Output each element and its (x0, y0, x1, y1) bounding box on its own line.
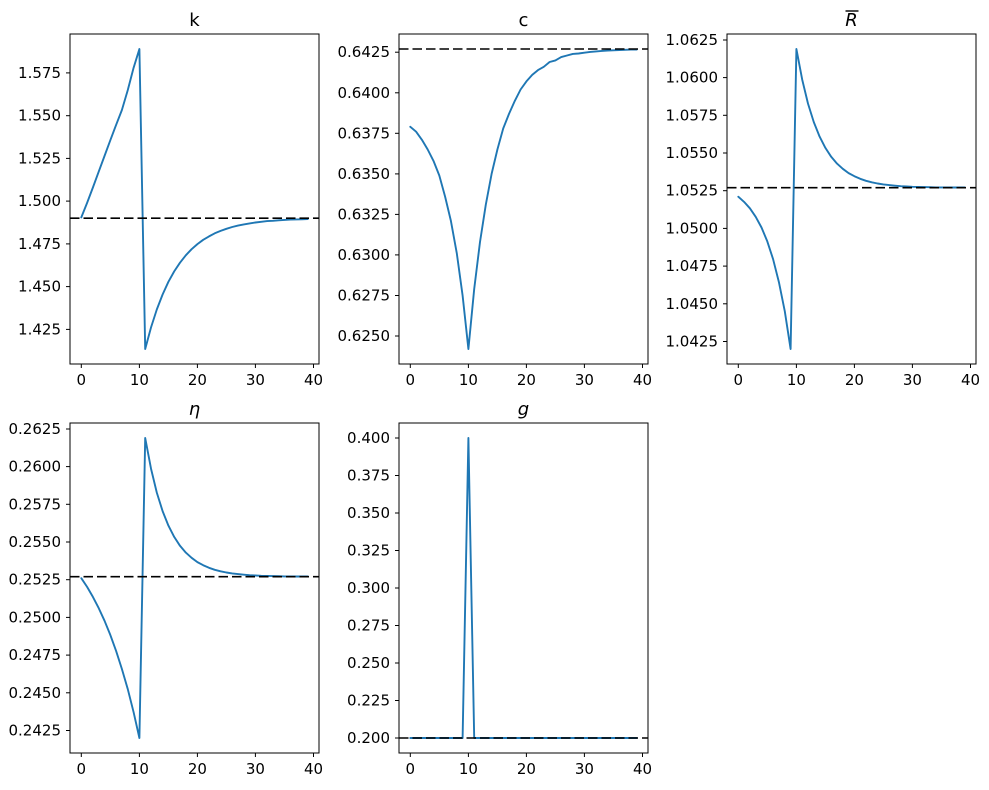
x-tick-label: 10 (459, 760, 478, 778)
x-tick-label: 40 (633, 760, 652, 778)
y-tick-label: 0.2425 (9, 722, 62, 740)
x-tick-label: 20 (188, 760, 207, 778)
x-tick-label: 0 (406, 760, 416, 778)
y-tick-label: 0.200 (347, 729, 390, 747)
y-tick-label: 0.2600 (9, 458, 62, 476)
y-tick-label: 1.0425 (666, 333, 719, 351)
y-tick-label: 1.0625 (666, 31, 719, 49)
y-tick-label: 0.250 (347, 654, 390, 672)
axes-spines (398, 33, 649, 365)
subplot-η: 0.2425 0.2450 0.2475 0.2500 0.2525 0.2550 0.25… (9, 399, 324, 778)
y-tick-label: 0.2450 (9, 684, 62, 702)
axes-spines (398, 422, 649, 754)
subplot-title: k (189, 10, 200, 31)
x-tick-label: 20 (188, 371, 207, 389)
series-line (409, 48, 638, 350)
y-tick-label: 1.0600 (666, 69, 719, 87)
y-tick-label: 0.325 (347, 542, 390, 560)
y-tick-label: 0.300 (347, 579, 390, 597)
subplot-k: 1.425 1.450 1.475 1.500 1.525 1.550 1.575 0 10 20… (18, 10, 323, 389)
axes-spines (726, 33, 977, 365)
x-tick-label: 20 (517, 760, 536, 778)
series-line (80, 48, 309, 350)
y-tick-label: 0.225 (347, 692, 390, 710)
y-tick-label: 1.425 (18, 320, 61, 338)
series-line (80, 437, 309, 739)
y-tick-label: 0.275 (347, 617, 390, 635)
x-tick-label: 30 (575, 371, 594, 389)
y-tick-label: 0.6350 (338, 165, 391, 183)
x-tick-label: 20 (517, 371, 536, 389)
y-tick-label: 0.2500 (9, 608, 62, 626)
x-tick-label: 20 (845, 371, 864, 389)
y-tick-label: 1.575 (18, 64, 61, 82)
y-tick-label: 0.400 (347, 429, 390, 447)
y-tick-label: 0.6325 (338, 205, 391, 223)
subplot-title: η (189, 399, 200, 420)
y-tick-label: 1.0500 (666, 219, 719, 237)
series-line (409, 437, 638, 739)
x-tick-label: 0 (734, 371, 744, 389)
y-tick-label: 0.6300 (338, 246, 391, 264)
y-tick-label: 0.375 (347, 467, 390, 485)
y-tick-label: 1.550 (18, 107, 61, 125)
y-tick-label: 1.0575 (666, 106, 719, 124)
axes-spines (69, 33, 320, 365)
y-tick-label: 0.6275 (338, 287, 391, 305)
y-tick-label: 1.500 (18, 192, 61, 210)
y-tick-label: 1.525 (18, 149, 61, 167)
x-tick-label: 40 (304, 760, 323, 778)
y-tick-label: 1.450 (18, 278, 61, 296)
x-tick-label: 10 (130, 760, 149, 778)
subplot-g: 0.200 0.225 0.250 0.275 0.300 0.325 0.350 0.375… (347, 399, 652, 778)
x-tick-label: 10 (787, 371, 806, 389)
x-tick-label: 0 (406, 371, 416, 389)
x-tick-label: 10 (130, 371, 149, 389)
subplot-title: g (518, 399, 529, 420)
y-tick-label: 1.475 (18, 235, 61, 253)
y-tick-label: 0.2525 (9, 571, 62, 589)
y-tick-label: 0.6375 (338, 124, 391, 142)
y-tick-label: 0.6425 (338, 43, 391, 61)
y-tick-label: 0.350 (347, 504, 390, 522)
axes-spines (69, 422, 320, 754)
y-tick-label: 1.0550 (666, 144, 719, 162)
y-tick-label: 0.2475 (9, 646, 62, 664)
x-tick-label: 40 (633, 371, 652, 389)
series-line (737, 48, 966, 350)
y-tick-label: 0.6250 (338, 327, 391, 345)
x-tick-label: 30 (246, 760, 265, 778)
subplot-c: 0.6250 0.6275 0.6300 0.6325 0.6350 0.6375 0.64… (338, 10, 653, 389)
subplot-title: R (845, 10, 858, 31)
x-tick-label: 40 (304, 371, 323, 389)
x-tick-label: 10 (459, 371, 478, 389)
subplot-Rbar: 1.0425 1.0450 1.0475 1.0500 1.0525 1.0550 1.05… (666, 10, 981, 389)
x-tick-label: 0 (77, 760, 87, 778)
y-tick-label: 1.0475 (666, 257, 719, 275)
y-tick-label: 0.2625 (9, 420, 62, 438)
y-tick-label: 0.2575 (9, 495, 62, 513)
x-tick-label: 30 (246, 371, 265, 389)
subplot-title: c (519, 10, 529, 31)
y-tick-label: 0.2550 (9, 533, 62, 551)
x-tick-label: 0 (77, 371, 87, 389)
y-tick-label: 1.0525 (666, 182, 719, 200)
x-tick-label: 30 (903, 371, 922, 389)
y-tick-label: 1.0450 (666, 295, 719, 313)
y-tick-label: 0.6400 (338, 84, 391, 102)
x-tick-label: 40 (961, 371, 980, 389)
x-tick-label: 30 (575, 760, 594, 778)
